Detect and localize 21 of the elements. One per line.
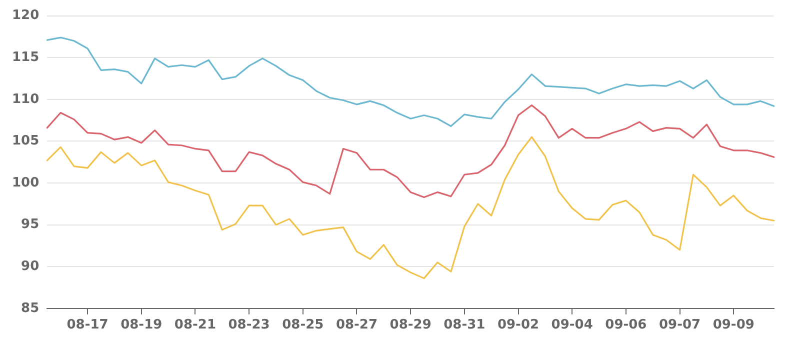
x-tick-label: 08-25 bbox=[282, 318, 324, 333]
x-tick-label: 09-04 bbox=[551, 318, 593, 333]
x-tick-label: 09-02 bbox=[497, 318, 540, 333]
x-tick-label: 09-07 bbox=[658, 318, 701, 333]
y-tick-label: 100 bbox=[12, 175, 40, 190]
x-tick-label: 08-31 bbox=[444, 318, 486, 333]
y-tick-label: 90 bbox=[21, 258, 40, 274]
x-tick-label: 08-27 bbox=[336, 318, 378, 333]
y-tick-label: 110 bbox=[12, 92, 40, 107]
x-tick-label: 08-19 bbox=[120, 318, 162, 333]
y-tick-label: 105 bbox=[12, 134, 40, 149]
x-tick-label: 08-17 bbox=[66, 318, 108, 333]
x-tick-label: 09-09 bbox=[712, 318, 754, 333]
y-tick-label: 85 bbox=[21, 300, 40, 316]
x-tick-label: 09-06 bbox=[605, 318, 647, 333]
y-tick-label: 120 bbox=[12, 8, 40, 24]
x-tick-label: 08-21 bbox=[174, 318, 216, 333]
y-tick-label: 115 bbox=[12, 50, 40, 65]
x-tick-label: 08-29 bbox=[390, 318, 432, 333]
x-tick-label: 08-23 bbox=[228, 318, 270, 333]
y-tick-label: 95 bbox=[21, 217, 40, 232]
